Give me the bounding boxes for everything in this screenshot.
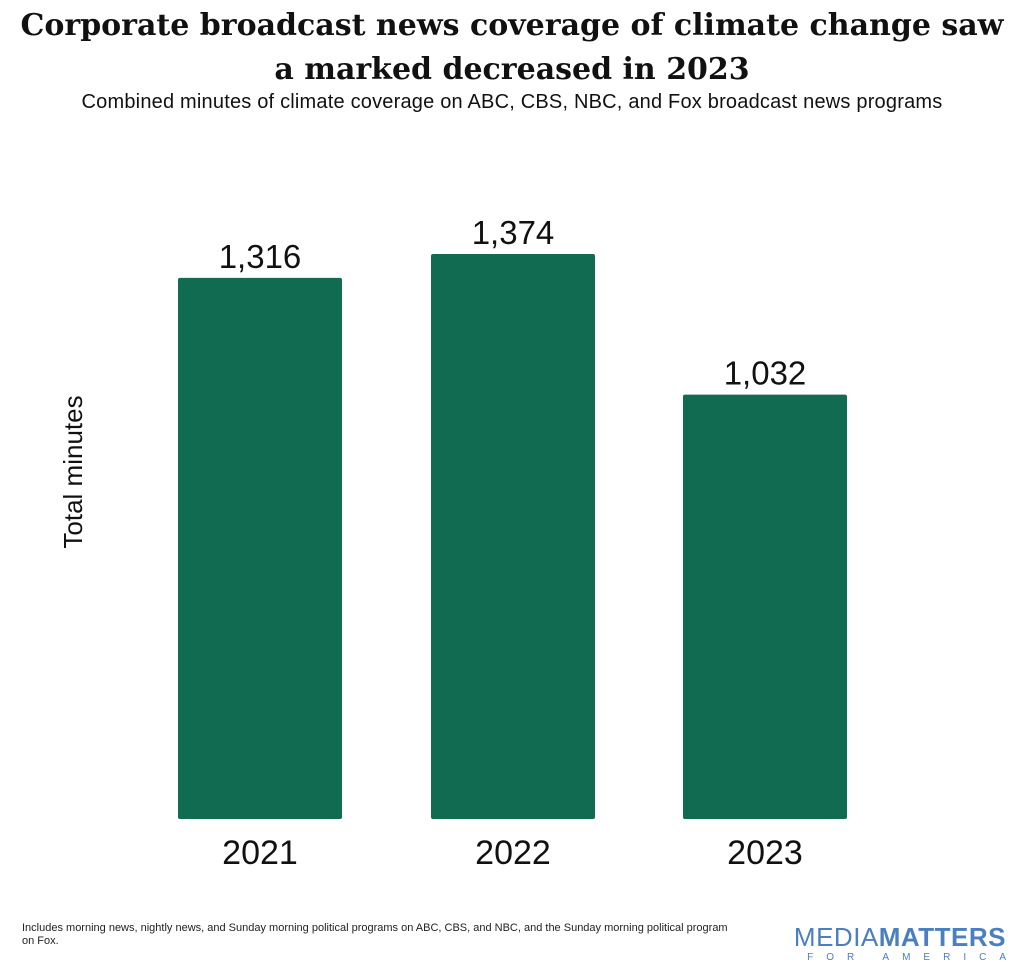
footnote: Includes morning news, nightly news, and… xyxy=(22,922,728,947)
x-tick-label-2023: 2023 xyxy=(727,834,803,872)
bar-2023 xyxy=(683,394,847,819)
chart-subtitle: Combined minutes of climate coverage on … xyxy=(81,91,943,113)
logo-word-media: MEDIA xyxy=(793,922,879,952)
logo-word-matters: MATTERS xyxy=(878,922,1006,952)
bars-group: 1,316 2021 1,374 2022 1,032 2023 xyxy=(178,214,847,872)
x-tick-label-2021: 2021 xyxy=(222,834,298,872)
chart-title: Corporate broadcast news coverage of cli… xyxy=(0,4,1024,92)
bar-2021 xyxy=(178,277,342,819)
logo-tagline: FOR AMERICA xyxy=(807,952,1019,963)
x-tick-label-2022: 2022 xyxy=(475,834,551,872)
bar-chart: Total minutes 1,316 2021 1,374 2022 1,032 202… xyxy=(58,214,847,872)
y-axis-label: Total minutes xyxy=(58,395,88,548)
data-label-2022: 1,374 xyxy=(472,214,555,251)
chart-title-line-2: a marked decreased in 2023 xyxy=(274,52,750,87)
media-matters-logo: MEDIAMATTERS FOR AMERICA xyxy=(780,922,1006,964)
chart-title-line-1: Corporate broadcast news coverage of cli… xyxy=(20,8,1004,43)
data-label-2023: 1,032 xyxy=(724,355,807,392)
data-label-2021: 1,316 xyxy=(219,238,302,275)
bar-2022 xyxy=(431,254,595,819)
logo-wordmark: MEDIAMATTERS xyxy=(780,922,1006,952)
